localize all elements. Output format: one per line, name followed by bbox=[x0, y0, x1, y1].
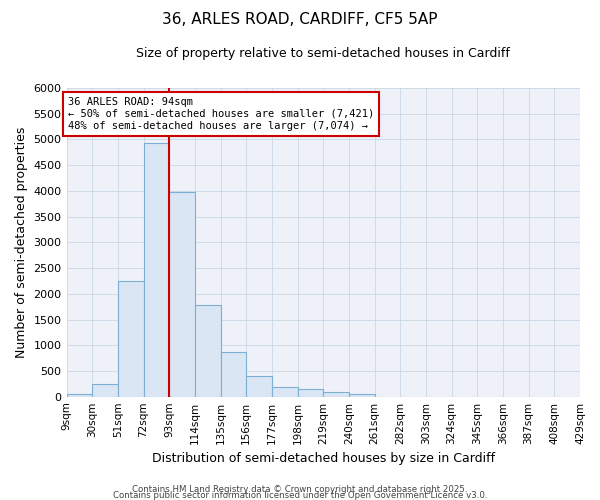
Bar bbox=[67, 394, 92, 396]
Y-axis label: Number of semi-detached properties: Number of semi-detached properties bbox=[15, 126, 28, 358]
Bar bbox=[169, 192, 195, 396]
Bar bbox=[143, 143, 169, 397]
X-axis label: Distribution of semi-detached houses by size in Cardiff: Distribution of semi-detached houses by … bbox=[152, 452, 495, 465]
Bar bbox=[92, 384, 118, 396]
Text: 36, ARLES ROAD, CARDIFF, CF5 5AP: 36, ARLES ROAD, CARDIFF, CF5 5AP bbox=[162, 12, 438, 28]
Bar bbox=[221, 352, 246, 397]
Bar bbox=[195, 305, 221, 396]
Bar bbox=[298, 389, 323, 396]
Text: 36 ARLES ROAD: 94sqm
← 50% of semi-detached houses are smaller (7,421)
48% of se: 36 ARLES ROAD: 94sqm ← 50% of semi-detac… bbox=[68, 98, 374, 130]
Text: Contains HM Land Registry data © Crown copyright and database right 2025.: Contains HM Land Registry data © Crown c… bbox=[132, 484, 468, 494]
Title: Size of property relative to semi-detached houses in Cardiff: Size of property relative to semi-detach… bbox=[136, 48, 510, 60]
Bar bbox=[246, 376, 272, 396]
Bar bbox=[118, 281, 143, 396]
Bar bbox=[349, 394, 374, 396]
Text: Contains public sector information licensed under the Open Government Licence v3: Contains public sector information licen… bbox=[113, 490, 487, 500]
Bar bbox=[323, 392, 349, 396]
Bar bbox=[272, 387, 298, 396]
